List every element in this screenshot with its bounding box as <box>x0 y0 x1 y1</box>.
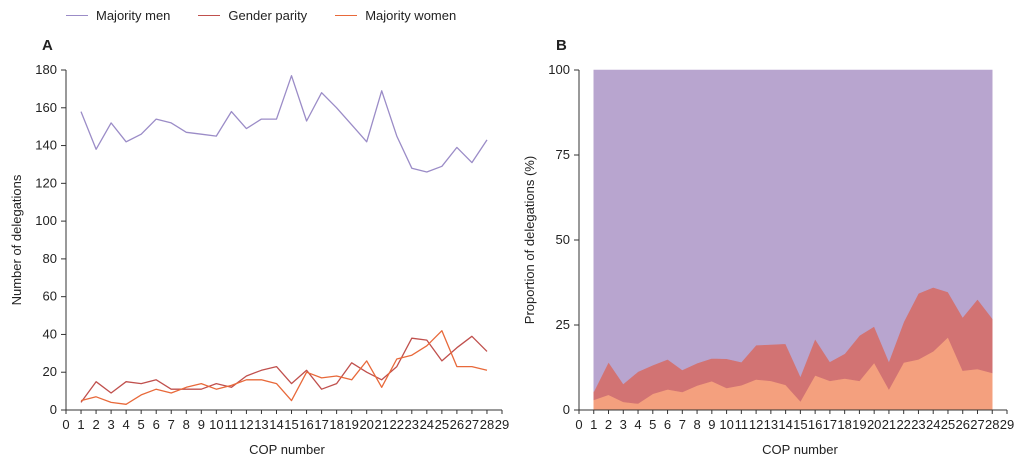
panel-a-x-tick-label: 4 <box>123 417 130 432</box>
legend-item-majority-women: Majority women <box>335 8 456 23</box>
legend-swatch-majority-men <box>66 15 88 16</box>
panel-b-x-tick-label: 6 <box>664 417 671 432</box>
panel-a-line-chart: A Number of delegations COP number 02040… <box>9 37 509 457</box>
panel-b-x-tick-label: 14 <box>778 417 792 432</box>
panel-b-x-tick-label: 8 <box>693 417 700 432</box>
panel-a-line-majority-men <box>80 75 488 173</box>
panel-a-x-tick-label: 5 <box>138 417 145 432</box>
panel-b-x-tick-label: 27 <box>970 417 984 432</box>
panel-b-x-tick-label: 28 <box>985 417 999 432</box>
panel-b-x-tick-label: 2 <box>605 417 612 432</box>
panel-a-x-tick-label: 13 <box>254 417 268 432</box>
legend-label-gender-parity: Gender parity <box>228 8 308 23</box>
panel-b-x-tick-label: 13 <box>764 417 778 432</box>
panel-b-y-axis-label: Proportion of delegations (%) <box>522 156 537 324</box>
panel-b-x-tick-label: 12 <box>749 417 763 432</box>
panel-a-y-tick-label: 140 <box>35 138 57 153</box>
panel-a-x-tick-label: 8 <box>183 417 190 432</box>
panel-a-y-tick-label: 120 <box>35 175 57 190</box>
panel-b-y-tick-label: 0 <box>563 402 570 417</box>
panel-b-y-tick-label: 100 <box>548 62 570 77</box>
panel-a-y-tick-label: 180 <box>35 62 57 77</box>
panel-b-x-tick-label: 21 <box>882 417 896 432</box>
panel-a-x-tick-label: 20 <box>359 417 373 432</box>
panel-b-x-tick-label: 5 <box>649 417 656 432</box>
panel-a-x-tick-label: 23 <box>405 417 419 432</box>
panel-b-x-tick-label: 15 <box>793 417 807 432</box>
panel-a-line-majority-women <box>80 330 488 405</box>
panel-b-x-tick-label: 25 <box>941 417 955 432</box>
panel-b-x-tick-label: 1 <box>590 417 597 432</box>
panel-a-x-tick-label: 9 <box>198 417 205 432</box>
panel-b-x-tick-label: 29 <box>1000 417 1014 432</box>
panel-a-x-tick-label: 15 <box>284 417 298 432</box>
panel-a-y-tick-label: 0 <box>50 402 57 417</box>
panel-a-x-tick-label: 18 <box>329 417 343 432</box>
panel-b-x-tick-label: 23 <box>911 417 925 432</box>
panel-a-x-tick-label: 11 <box>225 417 239 432</box>
legend-item-gender-parity: Gender parity <box>198 8 307 23</box>
panel-b-x-tick-label: 20 <box>867 417 881 432</box>
panel-a-y-tick-label: 40 <box>43 326 57 341</box>
panel-a-y-tick-label: 60 <box>43 289 57 304</box>
legend-swatch-gender-parity <box>198 15 221 16</box>
panel-a-x-tick-label: 6 <box>153 417 160 432</box>
panel-a-x-tick-label: 7 <box>168 417 175 432</box>
legend-label-majority-women: Majority women <box>365 8 457 23</box>
panel-a-x-tick-label: 25 <box>435 417 449 432</box>
panel-b-x-tick-label: 10 <box>719 417 733 432</box>
panel-a-x-tick-label: 0 <box>62 417 69 432</box>
panel-a-x-tick-label: 27 <box>465 417 479 432</box>
panel-b-x-tick-label: 22 <box>896 417 910 432</box>
panel-b-area-chart: B Proportion of delegations (%) COP numb… <box>522 37 1014 457</box>
panel-a-x-tick-label: 2 <box>92 417 99 432</box>
legend-item-majority-men: Majority men <box>66 8 170 23</box>
panel-b-x-tick-label: 4 <box>634 417 641 432</box>
panel-a-x-tick-label: 22 <box>390 417 404 432</box>
legend-label-majority-men: Majority men <box>96 8 171 23</box>
panel-a-x-tick-label: 1 <box>77 417 84 432</box>
panel-a-x-tick-label: 29 <box>495 417 509 432</box>
panel-b-x-tick-label: 11 <box>735 417 749 432</box>
panel-b-y-tick-label: 75 <box>556 147 570 162</box>
panel-a-x-tick-label: 28 <box>480 417 494 432</box>
panel-b-x-tick-label: 17 <box>823 417 837 432</box>
panel-b-area-majority-men <box>593 69 993 392</box>
panel-b-x-tick-label: 19 <box>852 417 866 432</box>
panel-b-x-tick-label: 7 <box>679 417 686 432</box>
panel-a-y-tick-label: 20 <box>43 364 57 379</box>
panel-b-x-tick-label: 0 <box>575 417 582 432</box>
panel-a-x-tick-label: 12 <box>239 417 253 432</box>
panel-b-x-tick-label: 24 <box>926 417 940 432</box>
panel-b-y-tick-label: 50 <box>556 232 570 247</box>
panel-b-x-tick-label: 16 <box>808 417 822 432</box>
panel-b-x-tick-label: 26 <box>955 417 969 432</box>
panel-a-label: A <box>42 37 53 54</box>
panel-a-y-axis-label: Number of delegations <box>9 174 24 305</box>
panel-b-x-tick-label: 9 <box>708 417 715 432</box>
panel-b-x-tick-label: 3 <box>620 417 627 432</box>
chart-legend: Majority men Gender parity Majority wome… <box>66 8 456 23</box>
panel-b-label: B <box>556 37 567 54</box>
panel-b-y-tick-label: 25 <box>556 317 570 332</box>
panel-a-y-tick-label: 100 <box>35 213 57 228</box>
panel-a-y-tick-label: 80 <box>43 251 57 266</box>
panel-a-x-tick-label: 19 <box>344 417 358 432</box>
legend-swatch-majority-women <box>335 15 358 16</box>
panel-a-x-tick-label: 21 <box>374 417 388 432</box>
panel-a-line-gender-parity <box>80 335 488 403</box>
panel-a-x-axis-label: COP number <box>249 442 325 457</box>
panel-a-x-tick-label: 24 <box>420 417 434 432</box>
panel-a-x-tick-label: 3 <box>107 417 114 432</box>
panel-b-x-tick-label: 18 <box>837 417 851 432</box>
panel-a-x-tick-label: 26 <box>450 417 464 432</box>
panel-b-x-axis-label: COP number <box>762 442 838 457</box>
panel-a-x-tick-label: 16 <box>299 417 313 432</box>
panel-a-x-tick-label: 14 <box>269 417 283 432</box>
panel-a-y-tick-label: 160 <box>35 100 57 115</box>
panel-a-x-tick-label: 10 <box>209 417 223 432</box>
panel-a-x-tick-label: 17 <box>314 417 328 432</box>
